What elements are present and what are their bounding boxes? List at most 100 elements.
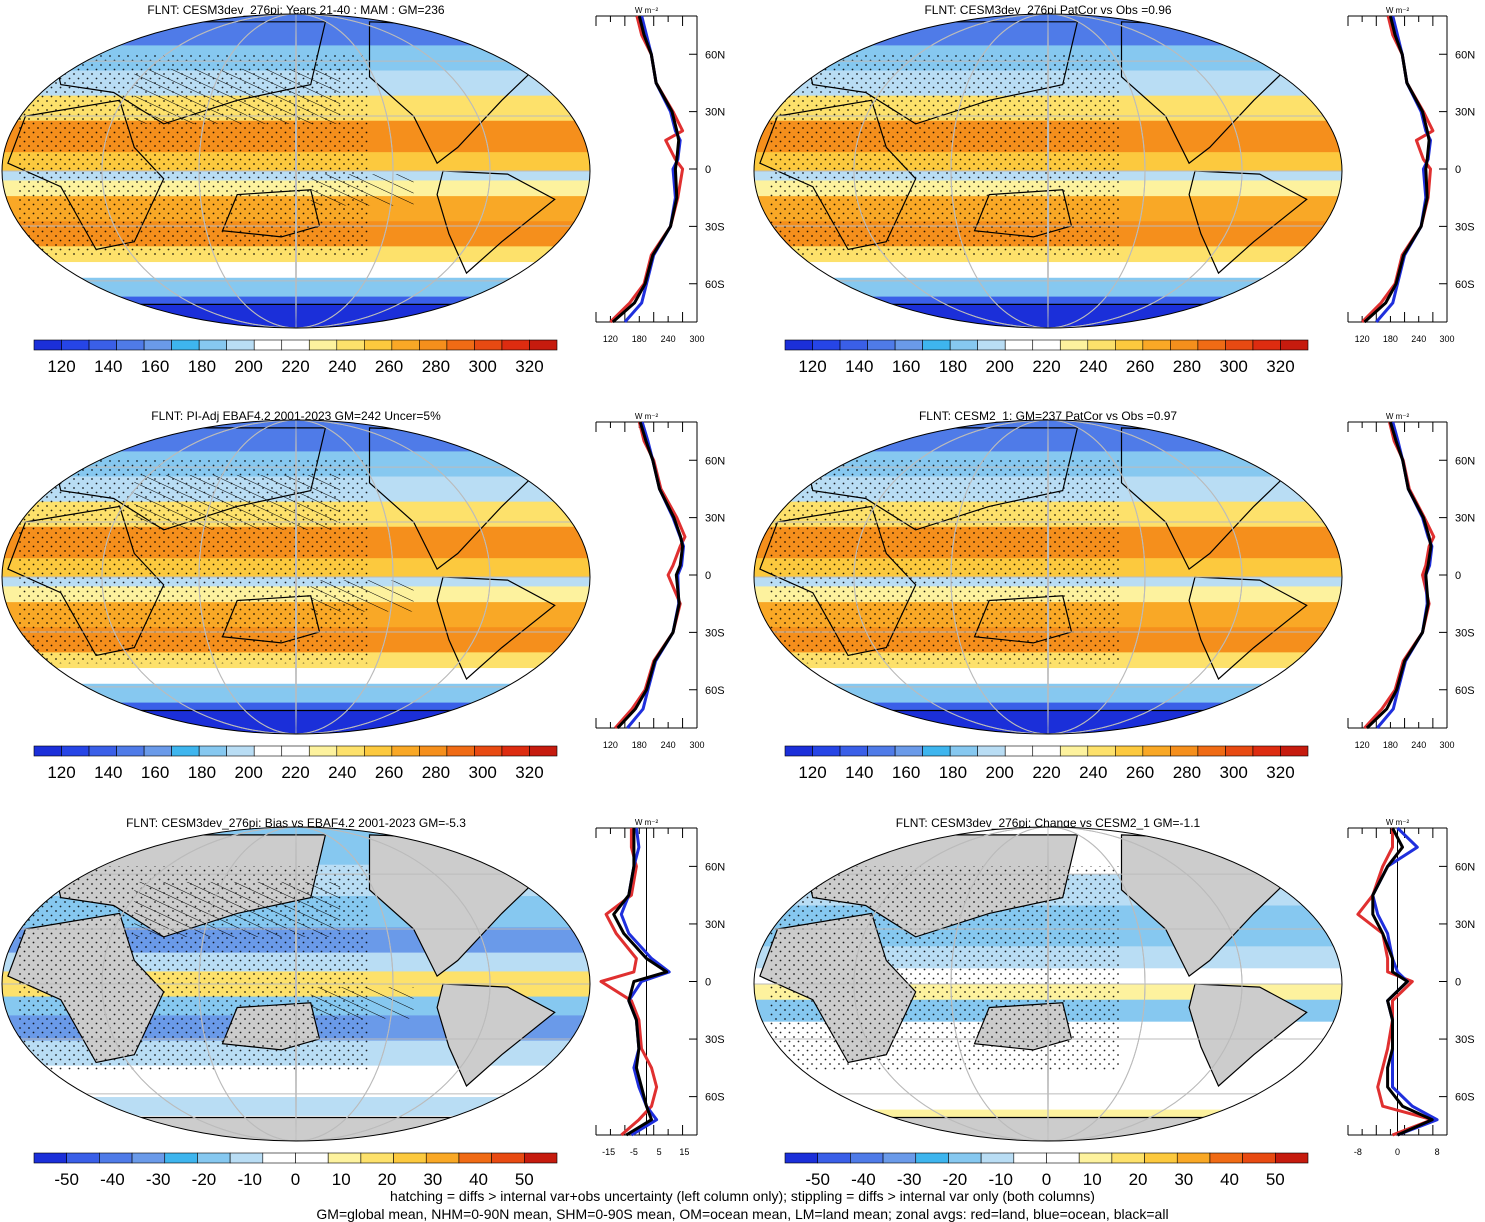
- colorbar-label: 50: [1266, 1170, 1285, 1189]
- colorbar-label: 200: [986, 357, 1014, 376]
- colorbar-label: 280: [422, 763, 450, 782]
- colorbar-swatch: [226, 745, 255, 757]
- colorbar-swatch: [33, 745, 62, 757]
- zonal-unit: W m⁻²: [1386, 6, 1410, 15]
- graticule-lon: [1047, 14, 1049, 328]
- zonal-lat-label: 30N: [705, 513, 725, 525]
- colorbar-swatch: [867, 745, 896, 757]
- map-border: [753, 13, 1343, 329]
- colorbar: 120 140 160 180 200 220 240 260 280 300 320: [33, 339, 558, 376]
- colorbar-label: 140: [845, 763, 873, 782]
- colorbar-label: 200: [986, 763, 1014, 782]
- colorbar-label: 220: [281, 763, 309, 782]
- colorbar-label: 240: [1079, 763, 1107, 782]
- colorbar-label: 120: [47, 357, 75, 376]
- colorbar-label: 320: [1266, 763, 1294, 782]
- colorbar-swatch: [949, 339, 978, 351]
- colorbar-label: 260: [375, 763, 403, 782]
- zonal-lat-label: 0: [705, 164, 711, 176]
- colorbar-label: 40: [1220, 1170, 1239, 1189]
- zonal-profile: W m⁻² 60N 30N 0 30S 60S 120 180 240 300: [595, 6, 725, 344]
- land-outline: [1188, 170, 1308, 275]
- graticule-lon: [198, 420, 394, 734]
- colorbar-swatch: [1170, 745, 1199, 757]
- colorbar-label: 180: [939, 357, 967, 376]
- zonal-lat-label: 30S: [1455, 627, 1475, 639]
- colorbar-swatch: [839, 339, 868, 351]
- colorbar-swatch: [143, 745, 172, 757]
- colorbar-label: 280: [1173, 763, 1201, 782]
- colorbar-swatch: [281, 745, 310, 757]
- zonal-lat-label: 0: [1455, 977, 1461, 989]
- graticule-lon: [853, 827, 1243, 1141]
- colorbar-label: 160: [892, 357, 920, 376]
- colorbar-label: 20: [1129, 1170, 1148, 1189]
- colorbar-swatch: [171, 339, 200, 351]
- zonal-lat-label: 60N: [705, 861, 725, 873]
- colorbar-swatch: [253, 339, 283, 351]
- zonal-lat-label: 30S: [705, 627, 725, 639]
- colorbar-swatch: [198, 339, 227, 351]
- colorbar-swatch: [88, 745, 117, 757]
- colorbar-swatch: [1275, 1152, 1309, 1164]
- colorbar-label: 30: [1174, 1170, 1193, 1189]
- zonal-x-label: 180: [1383, 334, 1398, 344]
- colorbar-swatch: [33, 1152, 67, 1164]
- hatching: [310, 987, 414, 1019]
- zonal-all-line: [1371, 827, 1434, 1137]
- colorbar-swatch: [458, 1152, 492, 1164]
- colorbar-swatch: [839, 745, 868, 757]
- colorbar-label: 200: [235, 357, 263, 376]
- colorbar-label: 300: [1219, 763, 1247, 782]
- colorbar-swatch: [116, 339, 145, 351]
- panel-title: FLNT: CESM3dev_276pi: Years 21-40 : MAM …: [147, 3, 444, 17]
- zonal-x-label: -5: [630, 1147, 638, 1157]
- colorbar-swatch: [61, 745, 90, 757]
- zonal-lat-label: 0: [705, 570, 711, 582]
- colorbar-swatch: [977, 339, 1006, 351]
- zonal-all-line: [611, 15, 681, 324]
- zonal-lat-label: 30N: [1455, 513, 1475, 525]
- colorbar-label: 300: [468, 763, 496, 782]
- zonal-x-label: 120: [603, 740, 618, 750]
- zonal-profile: W m⁻² 60N 30N 0 30S 60S -15 -5 5 15: [595, 818, 725, 1157]
- zonal-x-label: 300: [1439, 334, 1454, 344]
- colorbar-swatch: [1176, 1152, 1211, 1164]
- colorbar-label: 120: [798, 357, 826, 376]
- colorbar-swatch: [1142, 339, 1171, 351]
- colorbar-label: 160: [141, 763, 169, 782]
- colorbar-swatch: [336, 339, 365, 351]
- colorbar-swatch: [1209, 1152, 1243, 1164]
- colorbar-swatch: [1032, 745, 1061, 757]
- colorbar-label: 240: [328, 357, 356, 376]
- zonal-lat-label: 30S: [705, 1034, 725, 1046]
- colorbar-swatch: [171, 745, 200, 757]
- colorbar-label: 0: [291, 1170, 300, 1189]
- colorbar-label: 120: [47, 763, 75, 782]
- colorbar-label: 280: [1173, 357, 1201, 376]
- colorbar: 120 140 160 180 200 220 240 260 280 300 320: [33, 745, 558, 782]
- colorbar-label: 320: [515, 763, 543, 782]
- colorbar-swatch: [88, 339, 117, 351]
- graticule-lon: [295, 14, 297, 328]
- colorbar-label: -20: [192, 1170, 217, 1189]
- colorbar-label: 180: [188, 357, 216, 376]
- panel-title: FLNT: CESM2_1: GM=237 PatCor vs Obs =0.9…: [919, 409, 1177, 423]
- colorbar-swatch: [850, 1152, 884, 1164]
- colorbar-swatch: [529, 745, 558, 757]
- stippling: [768, 53, 1122, 258]
- colorbar-label: 300: [1219, 357, 1247, 376]
- colorbar-swatch: [1004, 745, 1034, 757]
- colorbar-label: 300: [468, 357, 496, 376]
- colorbar-label: 220: [1032, 357, 1060, 376]
- zonal-lat-label: 0: [1455, 164, 1461, 176]
- hatching: [134, 474, 341, 530]
- colorbar-label: 260: [375, 357, 403, 376]
- colorbar-swatch: [198, 745, 227, 757]
- colorbar-swatch: [1252, 339, 1281, 351]
- colorbar-swatch: [501, 745, 530, 757]
- colorbar-label: 180: [939, 763, 967, 782]
- zonal-profile: W m⁻² 60N 30N 0 30S 60S 120 180 240 300: [595, 412, 725, 750]
- zonal-lat-label: 30N: [1455, 919, 1475, 931]
- colorbar-label: 160: [892, 763, 920, 782]
